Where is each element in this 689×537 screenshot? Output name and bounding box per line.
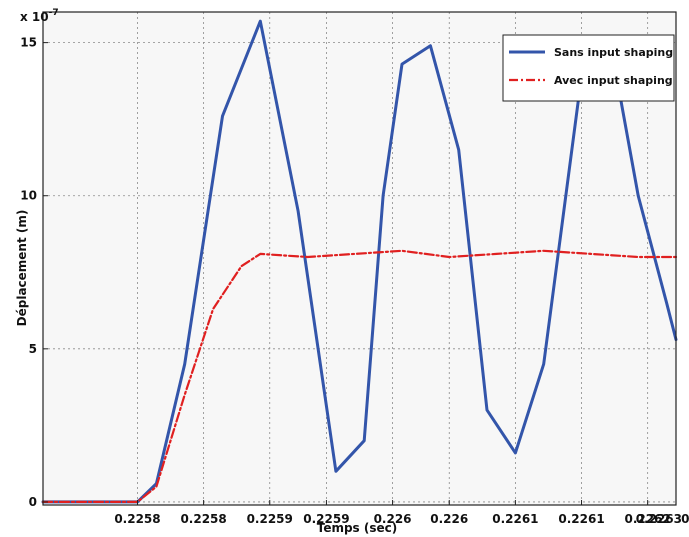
y-axis-exponent: -7 (49, 8, 59, 18)
x-tick-label-6: 0.2261 (492, 512, 538, 526)
y-axis-multiplier: x 10-7 (20, 8, 59, 24)
y-axis-label: Déplacement (m) (15, 210, 29, 327)
plot-frame (42, 11, 677, 506)
grid-lines (43, 12, 676, 505)
y-tick-label-2: 10 (20, 189, 37, 203)
series-line-1 (41, 249, 678, 503)
legend-label-avec-input-shaping: Avec input shaping (554, 74, 673, 87)
x-tick-label-2: 0.2259 (247, 512, 293, 526)
x-axis-label: Temps (sec) (317, 521, 398, 535)
x-tick-label-8: 0.2262 (625, 512, 671, 526)
y-tick-label-3: 15 (20, 36, 37, 50)
x-tick-label-0: 0.2258 (114, 512, 160, 526)
x-tick-label-10: 0.2263 (636, 512, 682, 526)
x-tick-label-3: 0.2259 (303, 512, 349, 526)
x-tick-label-9: 0.2262 (681, 512, 689, 526)
x-tick-label-4: 0.226 (374, 512, 412, 526)
x-axis: 0.2258 0.2258 0.2259 0.2259 0.226 0.226 0.2261… (114, 500, 689, 526)
legend-label-sans-input-shaping: Sans input shaping (554, 46, 673, 59)
x-tick-label-1: 0.2258 (180, 512, 226, 526)
y-tick-label-0: 0 (29, 495, 37, 509)
legend-box (502, 34, 675, 102)
x-tick-label-5: 0.226 (430, 512, 468, 526)
y-axis: 0 5 10 15 (20, 36, 48, 509)
legend: Sans input shaping Avec input shaping (502, 34, 675, 102)
y-tick-label-1: 5 (29, 342, 37, 356)
x-tick-label-7: 0.2261 (558, 512, 604, 526)
